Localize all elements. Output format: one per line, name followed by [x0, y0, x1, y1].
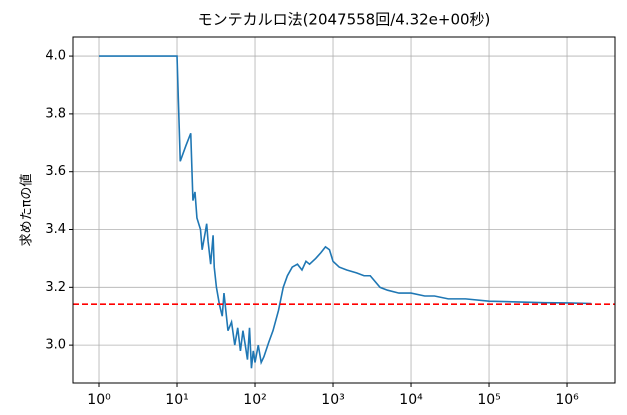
x-tick-label: 10¹ [165, 392, 188, 408]
x-tick-label: 10⁰ [87, 392, 111, 408]
y-axis-label: 求めたπの値 [19, 174, 35, 247]
y-tick-label: 3.8 [45, 106, 66, 121]
plot-frame [72, 36, 616, 384]
x-tick-label: 10² [243, 392, 266, 408]
y-tick-label: 3.4 [45, 222, 66, 237]
x-tick-label: 10⁴ [399, 392, 423, 408]
y-tick-label: 3.6 [45, 164, 66, 179]
x-tick-label: 10³ [321, 392, 344, 408]
x-tick-label: 10⁵ [477, 392, 500, 408]
data-line [99, 55, 592, 369]
x-tick-label: 10⁶ [555, 392, 579, 408]
y-tick-label: 3.0 [45, 338, 66, 353]
y-tick-label: 4.0 [45, 49, 66, 64]
y-tick-label: 3.2 [45, 280, 66, 295]
chart-title: モンテカルロ法(2047558回/4.32e+00秒) [198, 11, 491, 29]
